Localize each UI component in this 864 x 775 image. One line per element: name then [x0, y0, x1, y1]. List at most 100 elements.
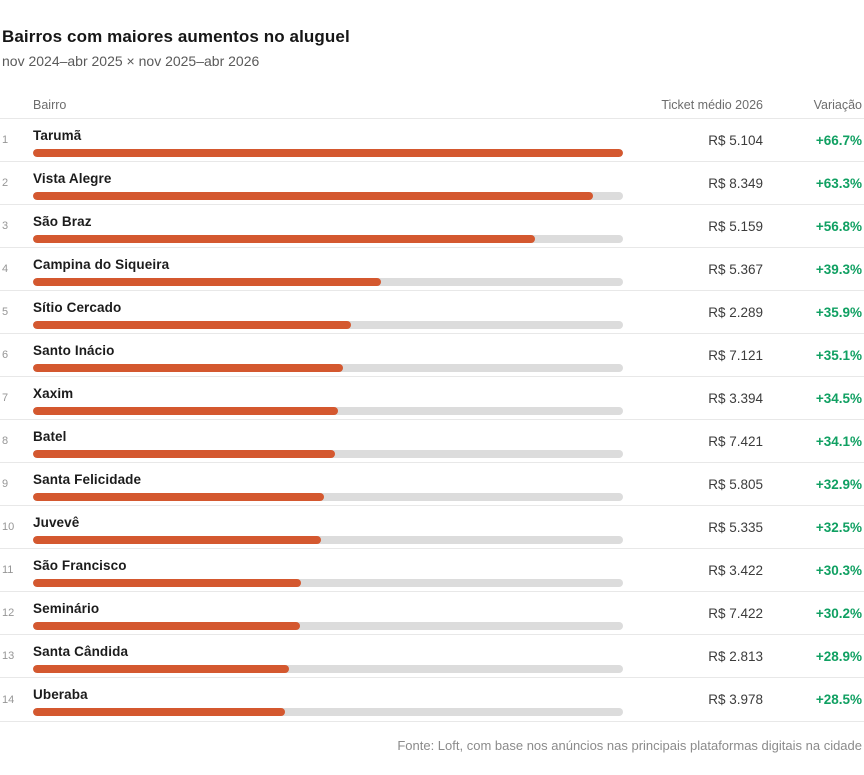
variacao-value: +32.5%: [815, 519, 862, 535]
table-header: Bairro Ticket médio 2026 Variação: [0, 97, 864, 119]
ticket-value: R$ 7.421: [708, 433, 763, 449]
table-row: 11 São Francisco R$ 3.422 +30.3%: [0, 549, 864, 592]
variacao-value: +56.8%: [815, 218, 862, 234]
ticket-value: R$ 7.422: [708, 605, 763, 621]
row-rank: 1: [2, 134, 9, 146]
row-main-cell: Batel: [33, 420, 623, 462]
variacao-value: +30.2%: [815, 605, 862, 621]
row-rank: 5: [2, 306, 9, 318]
ticket-value: R$ 3.394: [708, 390, 763, 406]
variacao-value: +63.3%: [815, 175, 862, 191]
bar-track: [33, 407, 623, 415]
row-main-cell: Sítio Cercado: [33, 291, 623, 333]
bar-fill: [33, 665, 289, 673]
table-row: 10 Juvevê R$ 5.335 +32.5%: [0, 506, 864, 549]
rent-increase-ranking-page: Bairros com maiores aumentos no aluguel …: [0, 27, 864, 775]
table-row: 1 Tarumã R$ 5.104 +66.7%: [0, 119, 864, 162]
bar-fill: [33, 622, 301, 630]
variacao-value: +28.9%: [815, 648, 862, 664]
bar-track: [33, 493, 623, 501]
bairro-label: São Braz: [33, 214, 92, 229]
ticket-value: R$ 3.978: [708, 692, 763, 707]
row-main-cell: Santa Felicidade: [33, 463, 623, 505]
bairro-label: Sítio Cercado: [33, 300, 122, 315]
row-main-cell: São Braz: [33, 205, 623, 247]
ticket-value: R$ 2.289: [708, 304, 763, 320]
row-rank: 7: [2, 392, 9, 404]
table-row: 6 Santo Inácio R$ 7.121 +35.1%: [0, 334, 864, 377]
source-note: Fonte: Loft, com base nos anúncios nas p…: [397, 738, 862, 753]
variacao-value: +39.3%: [815, 261, 862, 277]
column-header-variacao: Variação: [813, 98, 862, 112]
row-rank: 12: [2, 607, 15, 619]
bairro-label: Vista Alegre: [33, 171, 112, 186]
ticket-value: R$ 8.349: [708, 175, 763, 191]
bar-track: [33, 278, 623, 286]
bar-track: [33, 622, 623, 630]
variacao-value: +32.9%: [815, 476, 862, 492]
row-main-cell: Uberaba: [33, 678, 623, 721]
bar-track: [33, 192, 623, 200]
row-rank: 4: [2, 263, 9, 275]
row-main-cell: Santo Inácio: [33, 334, 623, 376]
bairro-label: Tarumã: [33, 128, 82, 143]
table-row: 2 Vista Alegre R$ 8.349 +63.3%: [0, 162, 864, 205]
bairro-label: Seminário: [33, 601, 100, 616]
bar-fill: [33, 149, 623, 157]
bar-fill: [33, 450, 335, 458]
bar-fill: [33, 536, 321, 544]
row-rank: 8: [2, 435, 9, 447]
ticket-value: R$ 5.104: [708, 132, 763, 148]
row-rank: 2: [2, 177, 9, 189]
row-main-cell: Vista Alegre: [33, 162, 623, 204]
bar-track: [33, 708, 623, 716]
bar-track: [33, 149, 623, 157]
table-row: 14 Uberaba R$ 3.978 +28.5%: [0, 678, 864, 721]
variacao-value: +30.3%: [815, 562, 862, 578]
bar-fill: [33, 364, 344, 372]
row-rank: 6: [2, 349, 9, 361]
bairro-label: Xaxim: [33, 386, 74, 401]
bar-fill: [33, 235, 536, 243]
table-row: 5 Sítio Cercado R$ 2.289 +35.9%: [0, 291, 864, 334]
row-main-cell: Campina do Siqueira: [33, 248, 623, 290]
variacao-value: +35.9%: [815, 304, 862, 320]
bairro-label: Batel: [33, 429, 67, 444]
bar-fill: [33, 278, 381, 286]
ticket-value: R$ 3.422: [708, 562, 763, 578]
bar-fill: [33, 708, 286, 716]
variacao-value: +28.5%: [815, 692, 862, 707]
column-header-bairro: Bairro: [33, 98, 67, 112]
ticket-value: R$ 2.813: [708, 648, 763, 664]
variacao-value: +35.1%: [815, 347, 862, 363]
row-main-cell: Tarumã: [33, 119, 623, 161]
row-main-cell: Santa Cândida: [33, 635, 623, 677]
bar-track: [33, 321, 623, 329]
page-subtitle: nov 2024–abr 2025 × nov 2025–abr 2026: [2, 53, 260, 69]
row-main-cell: Juvevê: [33, 506, 623, 548]
row-rank: 10: [2, 521, 15, 533]
ticket-value: R$ 7.121: [708, 347, 763, 363]
bairro-label: São Francisco: [33, 558, 127, 573]
bar-fill: [33, 407, 339, 415]
row-rank: 13: [2, 650, 15, 662]
bairro-label: Santo Inácio: [33, 343, 115, 358]
variacao-value: +66.7%: [815, 132, 862, 148]
bar-track: [33, 536, 623, 544]
variacao-value: +34.1%: [815, 433, 862, 449]
table-row: 12 Seminário R$ 7.422 +30.2%: [0, 592, 864, 635]
bairro-label: Santa Felicidade: [33, 472, 142, 487]
bar-fill: [33, 579, 302, 587]
bar-fill: [33, 192, 593, 200]
bairro-label: Uberaba: [33, 687, 88, 702]
column-header-ticket: Ticket médio 2026: [661, 98, 763, 112]
bar-track: [33, 364, 623, 372]
row-main-cell: São Francisco: [33, 549, 623, 591]
bar-track: [33, 579, 623, 587]
page-title: Bairros com maiores aumentos no aluguel: [2, 27, 350, 46]
ticket-value: R$ 5.367: [708, 261, 763, 277]
table-row: 9 Santa Felicidade R$ 5.805 +32.9%: [0, 463, 864, 506]
ticket-value: R$ 5.159: [708, 218, 763, 234]
bar-fill: [33, 493, 325, 501]
bairro-label: Santa Cândida: [33, 644, 129, 659]
